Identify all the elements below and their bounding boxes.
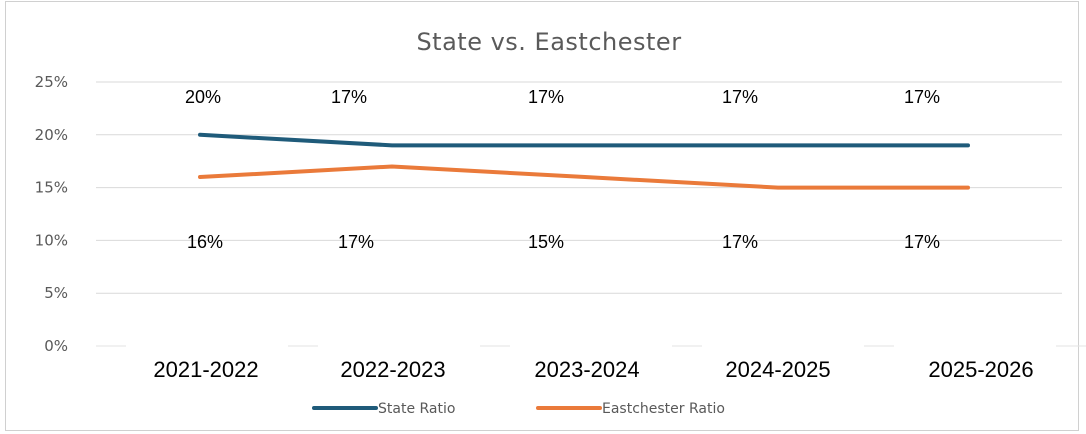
data-label-top: 17% <box>331 87 367 107</box>
gridlines <box>96 81 1086 347</box>
y-tick-label: 10% <box>35 231 68 249</box>
data-label-bottom: 15% <box>528 232 564 252</box>
data-label-top: 17% <box>722 87 758 107</box>
x-tick-label: 2023-2024 <box>534 357 639 382</box>
eastchester-ratio-line <box>198 164 970 190</box>
data-label-bottom: 17% <box>722 232 758 252</box>
y-axis-ticks: 0% 5% 10% 15% 20% 25% <box>35 73 68 355</box>
data-label-top: 17% <box>904 87 940 107</box>
data-label-bottom: 17% <box>338 232 374 252</box>
y-tick-label: 20% <box>35 126 68 144</box>
chart-title: State vs. Eastchester <box>416 28 681 56</box>
x-tick-label: 2021-2022 <box>153 357 258 382</box>
x-axis-ticks: 2021-2022 2022-2023 2023-2024 2024-2025 2025… <box>153 357 1033 382</box>
y-tick-label: 0% <box>44 337 68 355</box>
series-lines <box>198 132 970 190</box>
data-labels: 20% 17% 17% 17% 17% 16% 17% 15% 17% 17% <box>185 87 940 252</box>
x-tick-label: 2022-2023 <box>340 357 445 382</box>
data-label-bottom: 16% <box>187 232 223 252</box>
y-tick-label: 25% <box>35 73 68 91</box>
data-label-bottom: 17% <box>904 232 940 252</box>
legend-label-state: State Ratio <box>378 401 455 417</box>
y-tick-label: 5% <box>44 284 68 302</box>
chart-frame <box>5 1 1079 431</box>
y-tick-label: 15% <box>35 179 68 197</box>
state-ratio-line <box>198 132 970 148</box>
legend: State Ratio Eastchester Ratio <box>312 401 725 417</box>
legend-label-eastchester: Eastchester Ratio <box>602 401 725 417</box>
x-tick-label: 2025-2026 <box>928 357 1033 382</box>
data-label-top: 17% <box>528 87 564 107</box>
data-label-top: 20% <box>185 87 221 107</box>
x-tick-label: 2024-2025 <box>725 357 830 382</box>
